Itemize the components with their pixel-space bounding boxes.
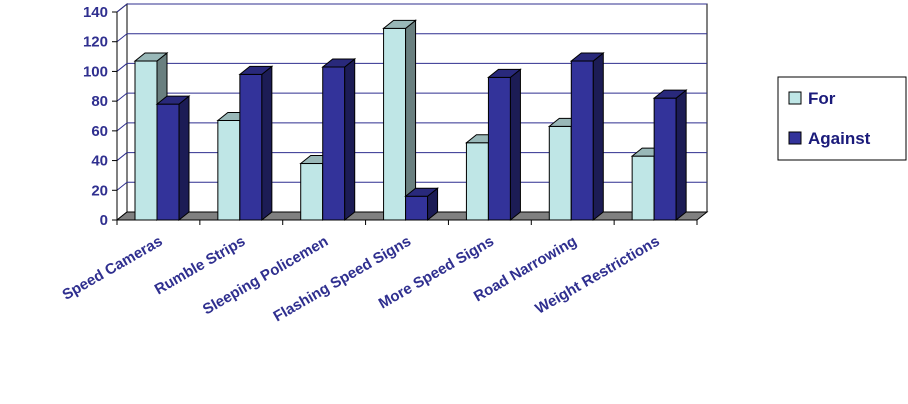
bar-front: [570, 60, 594, 221]
bar-top: [238, 65, 274, 75]
y-tick-label: 80: [91, 93, 108, 110]
bar-side: [261, 65, 273, 222]
bar-front: [239, 73, 263, 221]
bar-side: [344, 57, 356, 222]
y-tick-label: 40: [91, 153, 108, 170]
gridline-side: [116, 92, 128, 102]
legend-label-for: For: [808, 89, 836, 108]
bars: [133, 19, 688, 222]
bar-top: [569, 52, 605, 62]
bar-front: [156, 103, 180, 221]
bar-front: [405, 195, 429, 221]
bar-side: [675, 89, 687, 222]
gridline-side: [116, 181, 128, 191]
x-tick-label: Flashing Speed Signs: [271, 233, 414, 326]
bar-against-7: [652, 89, 688, 222]
side-wall: [116, 2, 128, 222]
legend-swatch-for: [788, 91, 802, 105]
legend-box: [777, 76, 907, 161]
legend-swatch-against: [788, 131, 802, 145]
gridline-side: [116, 33, 128, 43]
bar-front: [465, 142, 489, 221]
bar-side: [509, 68, 521, 222]
bar-front: [322, 66, 346, 221]
bar-side: [592, 51, 604, 222]
x-tick-label: Speed Cameras: [59, 233, 165, 304]
back-wall: [126, 3, 708, 213]
bar-top: [652, 89, 688, 99]
bar-against-2: [238, 65, 274, 222]
bar-for-4: [382, 19, 417, 222]
bar-against-1: [155, 95, 191, 222]
bar-against-6: [569, 51, 605, 222]
bar-front: [217, 119, 241, 221]
bar-side: [178, 95, 190, 222]
gridline-side: [116, 3, 128, 13]
axes: [112, 11, 698, 225]
legend: For Against: [777, 76, 907, 161]
bar-top: [382, 19, 417, 29]
y-tick-label: 140: [83, 4, 108, 21]
gridline-side: [116, 122, 128, 132]
bar-top: [487, 68, 522, 78]
y-tick-label: 20: [91, 182, 108, 199]
bar-against-3: [321, 57, 357, 222]
bar-top: [404, 187, 439, 197]
bar-against-4: [404, 187, 439, 222]
bar-front: [134, 60, 158, 221]
legend-label-against: Against: [808, 129, 871, 148]
bar-front: [383, 27, 407, 221]
bar-front: [653, 97, 677, 221]
bar-front: [487, 76, 511, 221]
y-tick-label: 100: [83, 63, 108, 80]
gridline-side: [116, 63, 128, 72]
bar-top: [133, 52, 169, 62]
bar-against-5: [487, 68, 522, 222]
y-tick-label: 60: [91, 123, 108, 140]
bar-top: [155, 95, 191, 105]
y-tick-label: 0: [100, 212, 108, 229]
y-tick-label: 120: [83, 34, 108, 51]
y-tick-labels: 0 20 40 60 80 100 120 140: [83, 4, 108, 229]
bar-front: [631, 155, 655, 221]
gridline-side: [116, 152, 128, 161]
bar-front: [300, 163, 324, 221]
bar-front: [548, 125, 572, 221]
bar-top: [321, 58, 357, 68]
